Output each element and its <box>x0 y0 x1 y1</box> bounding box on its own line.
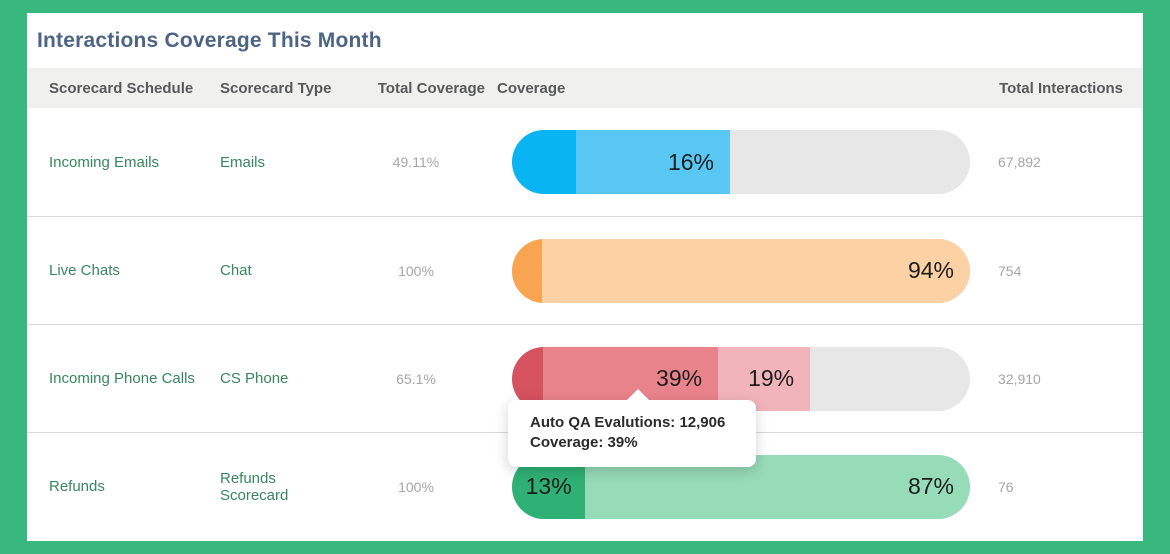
scorecard-schedule-link[interactable]: Refunds <box>49 478 105 495</box>
coverage-bar[interactable]: 16% <box>512 130 970 194</box>
total-interactions-value: 754 <box>998 262 1022 279</box>
column-header-scorecard-type: Scorecard Type <box>220 79 332 97</box>
coverage-bar[interactable]: 39% 19% <box>512 346 970 411</box>
scorecard-schedule-link[interactable]: Live Chats <box>49 262 120 279</box>
scorecard-schedule-link[interactable]: Incoming Phone Calls <box>49 370 195 387</box>
coverage-panel: Interactions Coverage This Month Scoreca… <box>27 13 1143 541</box>
scorecard-type-link[interactable]: Emails <box>220 153 266 171</box>
coverage-tooltip: Auto QA Evalutions: 12,906 Coverage: 39% <box>508 389 756 467</box>
total-coverage-value: 65.1% <box>396 370 436 387</box>
total-coverage-value: 100% <box>398 478 434 495</box>
bar-segment[interactable]: 19% <box>718 346 811 411</box>
bar-segment[interactable]: 94% <box>541 238 970 303</box>
bar-segment-label: 13% <box>525 473 572 499</box>
coverage-bar[interactable]: 94% <box>512 238 970 303</box>
column-header-coverage: Coverage <box>497 79 566 97</box>
bar-segment[interactable] <box>512 238 542 303</box>
total-interactions-value: 32,910 <box>998 370 1041 387</box>
total-interactions-value: 67,892 <box>998 154 1041 170</box>
scorecard-type-link[interactable]: Chat <box>220 262 252 279</box>
bar-segment[interactable] <box>512 130 577 194</box>
scorecard-schedule-link[interactable]: Incoming Emails <box>49 153 160 171</box>
bar-segment[interactable]: 16% <box>576 130 730 194</box>
total-interactions-value: 76 <box>998 478 1014 495</box>
bar-segment-label: 87% <box>907 473 954 499</box>
column-header-total-interactions: Total Interactions <box>999 79 1123 97</box>
tooltip-line-coverage: Coverage: 39% <box>530 434 638 451</box>
column-header-total-coverage: Total Coverage <box>377 79 485 97</box>
bar-segment-label: 19% <box>748 365 795 391</box>
scorecard-type-link[interactable]: Refunds Scorecard <box>220 469 289 504</box>
total-coverage-value: 100% <box>398 262 434 279</box>
panel-title-bar: Interactions Coverage This Month <box>27 13 1143 68</box>
table-header: Scorecard Schedule Scorecard Type Total … <box>27 68 1143 108</box>
bar-segment-label: 39% <box>656 365 703 391</box>
bar-segment-label: 94% <box>907 257 954 283</box>
table-row: Live Chats Chat 100% 94% 754 <box>27 216 1143 324</box>
tooltip-line-evaluations: Auto QA Evalutions: 12,906 <box>530 414 726 431</box>
page-title: Interactions Coverage This Month <box>37 28 382 52</box>
scorecard-type-link[interactable]: CS Phone <box>220 370 289 387</box>
tooltip-arrow-icon <box>626 389 650 401</box>
table-row: Incoming Emails Emails 49.11% 16% 67,892 <box>27 108 1143 216</box>
table-row: Incoming Phone Calls CS Phone 65.1% 39% 1… <box>27 324 1143 432</box>
bar-segment-label: 16% <box>667 148 714 175</box>
total-coverage-value: 49.11% <box>392 154 440 170</box>
column-header-scorecard-schedule: Scorecard Schedule <box>49 79 194 97</box>
